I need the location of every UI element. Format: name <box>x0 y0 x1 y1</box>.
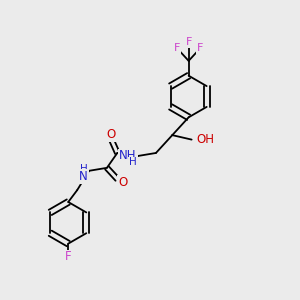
Text: N: N <box>79 170 88 183</box>
Text: F: F <box>174 44 181 53</box>
Text: OH: OH <box>196 133 214 146</box>
Text: O: O <box>118 176 127 189</box>
Text: H: H <box>129 158 136 167</box>
Text: F: F <box>185 38 192 47</box>
Text: H: H <box>80 164 88 174</box>
Text: F: F <box>197 44 203 53</box>
Text: O: O <box>107 128 116 141</box>
Text: F: F <box>65 250 72 263</box>
Text: NH: NH <box>119 149 136 162</box>
